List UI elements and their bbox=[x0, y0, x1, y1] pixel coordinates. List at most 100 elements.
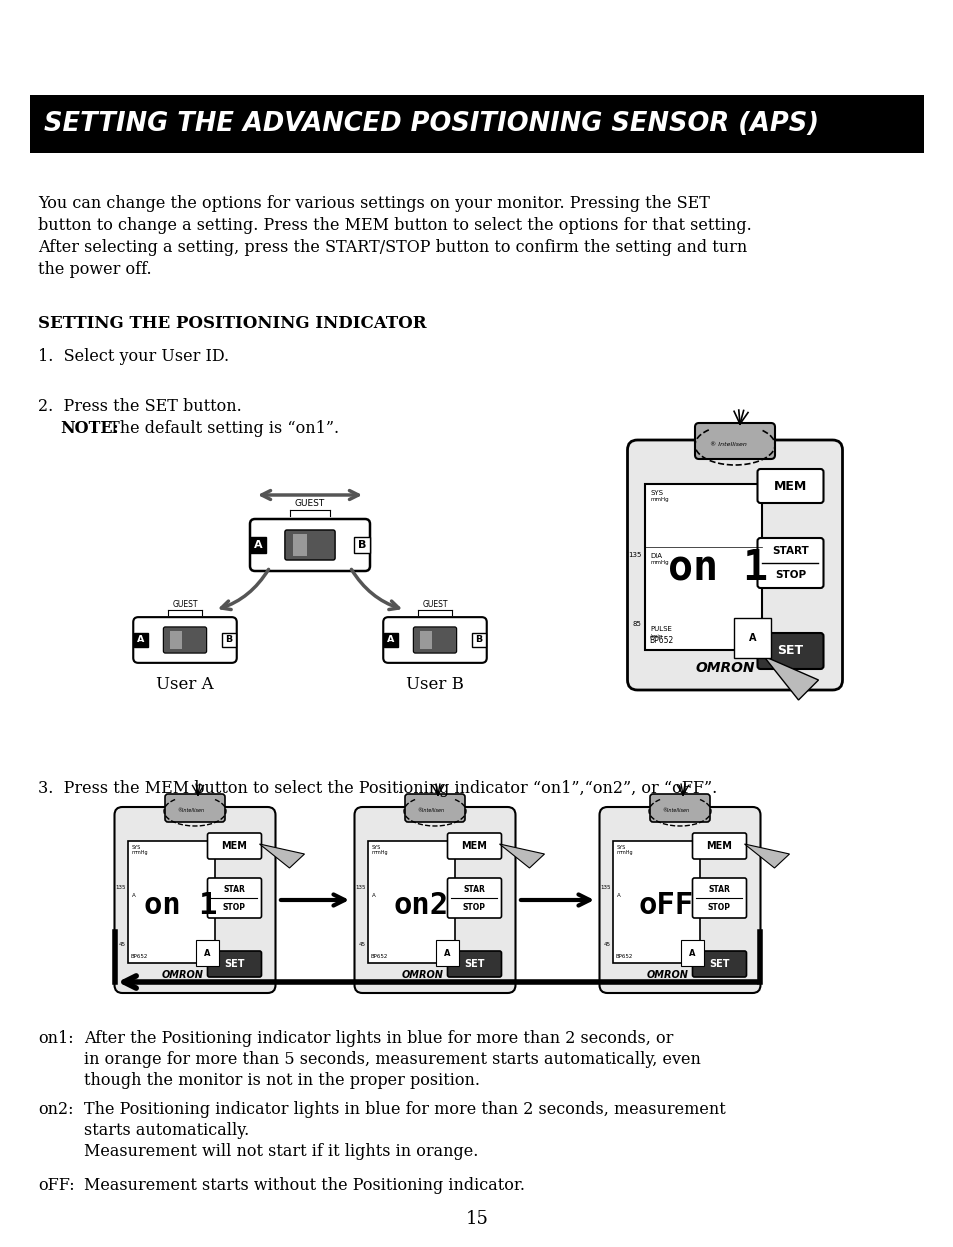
Text: After the Positioning indicator lights in blue for more than 2 seconds, or: After the Positioning indicator lights i… bbox=[84, 1030, 673, 1047]
Bar bbox=[129, 840, 215, 963]
Text: 135: 135 bbox=[627, 552, 640, 559]
Text: SYS
mmHg: SYS mmHg bbox=[371, 844, 388, 855]
Text: DIA: DIA bbox=[650, 554, 661, 559]
Bar bbox=[613, 840, 700, 963]
Text: 3.  Press the MEM button to select the Positioning indicator “on1”,“on2”, or “oF: 3. Press the MEM button to select the Po… bbox=[38, 781, 717, 797]
FancyBboxPatch shape bbox=[695, 423, 774, 459]
Text: STOP: STOP bbox=[707, 904, 730, 913]
Text: A: A bbox=[748, 633, 756, 643]
Text: MEM: MEM bbox=[461, 840, 487, 850]
FancyBboxPatch shape bbox=[413, 627, 456, 653]
Bar bbox=[472, 633, 485, 647]
FancyBboxPatch shape bbox=[383, 617, 486, 663]
FancyBboxPatch shape bbox=[447, 878, 501, 918]
FancyBboxPatch shape bbox=[447, 833, 501, 859]
Text: SET: SET bbox=[708, 959, 729, 969]
Text: A: A bbox=[688, 949, 695, 958]
Text: User B: User B bbox=[406, 676, 463, 693]
Polygon shape bbox=[762, 656, 818, 700]
Text: The Positioning indicator lights in blue for more than 2 seconds, measurement: The Positioning indicator lights in blue… bbox=[84, 1101, 725, 1119]
FancyBboxPatch shape bbox=[627, 440, 841, 690]
Text: 1.  Select your User ID.: 1. Select your User ID. bbox=[38, 348, 229, 365]
FancyBboxPatch shape bbox=[208, 833, 261, 859]
FancyBboxPatch shape bbox=[692, 833, 745, 859]
FancyBboxPatch shape bbox=[165, 794, 225, 822]
FancyBboxPatch shape bbox=[757, 537, 822, 589]
Text: though the monitor is not in the proper position.: though the monitor is not in the proper … bbox=[84, 1072, 479, 1089]
Text: on1:: on1: bbox=[38, 1030, 73, 1047]
Text: OMRON: OMRON bbox=[646, 970, 688, 980]
Text: STAR: STAR bbox=[708, 884, 730, 894]
Text: on2: on2 bbox=[393, 890, 448, 920]
Text: STOP: STOP bbox=[223, 904, 246, 913]
Text: SETTING THE POSITIONING INDICATOR: SETTING THE POSITIONING INDICATOR bbox=[38, 315, 426, 332]
Text: ®Intellisen: ®Intellisen bbox=[177, 808, 204, 813]
Text: User A: User A bbox=[156, 676, 213, 693]
Text: After selecting a setting, press the START/STOP button to confirm the setting an: After selecting a setting, press the STA… bbox=[38, 239, 746, 256]
Text: on2:: on2: bbox=[38, 1101, 73, 1119]
Text: ®Intellisen: ®Intellisen bbox=[661, 808, 688, 813]
FancyBboxPatch shape bbox=[649, 794, 709, 822]
Text: 135: 135 bbox=[115, 885, 126, 890]
FancyBboxPatch shape bbox=[757, 469, 822, 503]
Text: ®Intellisen: ®Intellisen bbox=[416, 808, 444, 813]
Text: SET: SET bbox=[777, 645, 802, 657]
Text: STAR: STAR bbox=[463, 884, 485, 894]
Text: OMRON: OMRON bbox=[162, 970, 204, 980]
FancyBboxPatch shape bbox=[250, 519, 370, 571]
Bar bbox=[354, 537, 370, 552]
Text: the power off.: the power off. bbox=[38, 261, 152, 278]
FancyBboxPatch shape bbox=[598, 807, 760, 993]
Text: STOP: STOP bbox=[462, 904, 485, 913]
Text: MEM: MEM bbox=[221, 840, 247, 850]
Text: OMRON: OMRON bbox=[695, 661, 754, 675]
Text: SYS: SYS bbox=[650, 490, 662, 496]
Text: PULSE: PULSE bbox=[650, 626, 672, 632]
Polygon shape bbox=[499, 844, 544, 868]
Text: SET: SET bbox=[224, 959, 245, 969]
Text: SETTING THE ADVANCED POSITIONING SENSOR (APS): SETTING THE ADVANCED POSITIONING SENSOR … bbox=[44, 111, 818, 137]
Text: oFF:: oFF: bbox=[38, 1177, 74, 1193]
FancyBboxPatch shape bbox=[355, 807, 515, 993]
Text: A: A bbox=[132, 893, 135, 898]
Text: A: A bbox=[371, 893, 375, 898]
Bar bbox=[293, 534, 307, 556]
Text: B: B bbox=[357, 540, 366, 550]
Polygon shape bbox=[743, 844, 789, 868]
FancyBboxPatch shape bbox=[114, 807, 275, 993]
Bar bbox=[384, 633, 397, 647]
Bar bbox=[30, 95, 923, 153]
Text: oFF: oFF bbox=[638, 890, 693, 920]
FancyBboxPatch shape bbox=[163, 627, 207, 653]
Text: button to change a setting. Press the MEM button to select the options for that : button to change a setting. Press the ME… bbox=[38, 217, 751, 234]
FancyBboxPatch shape bbox=[208, 951, 261, 976]
Text: SET: SET bbox=[464, 959, 484, 969]
Text: mmHg: mmHg bbox=[650, 498, 668, 503]
Text: BP652: BP652 bbox=[131, 954, 148, 959]
Bar bbox=[420, 631, 432, 650]
FancyBboxPatch shape bbox=[447, 951, 501, 976]
Text: START: START bbox=[771, 546, 808, 556]
Text: 85: 85 bbox=[632, 621, 640, 627]
Text: A: A bbox=[137, 636, 145, 645]
Text: 2.  Press the SET button.: 2. Press the SET button. bbox=[38, 398, 241, 415]
Text: You can change the options for various settings on your monitor. Pressing the SE: You can change the options for various s… bbox=[38, 195, 709, 212]
Text: 135: 135 bbox=[355, 885, 365, 890]
Text: on 1: on 1 bbox=[144, 890, 217, 920]
Bar bbox=[645, 484, 761, 650]
Text: BP652: BP652 bbox=[649, 636, 673, 645]
Bar bbox=[222, 633, 235, 647]
FancyBboxPatch shape bbox=[692, 878, 745, 918]
Text: BP652: BP652 bbox=[615, 954, 632, 959]
Text: on 1: on 1 bbox=[667, 546, 767, 589]
Text: STOP: STOP bbox=[774, 570, 805, 580]
Text: 135: 135 bbox=[599, 885, 610, 890]
Text: A: A bbox=[387, 636, 395, 645]
Text: mmHg: mmHg bbox=[650, 560, 668, 565]
Text: MEM: MEM bbox=[706, 840, 732, 850]
Text: A: A bbox=[444, 949, 450, 958]
Text: 45: 45 bbox=[358, 943, 365, 948]
Text: MEM: MEM bbox=[773, 480, 806, 493]
Text: Measurement will not start if it lights in orange.: Measurement will not start if it lights … bbox=[84, 1143, 477, 1161]
Text: STAR: STAR bbox=[223, 884, 245, 894]
